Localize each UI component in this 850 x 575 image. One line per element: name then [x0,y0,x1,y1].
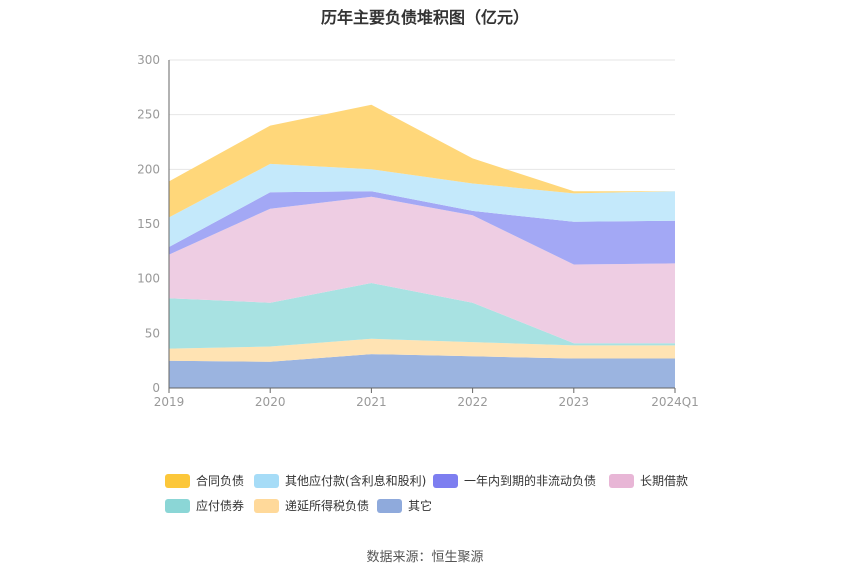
legend-label: 应付债券 [196,499,245,513]
x-tick-label: 2022 [457,395,488,409]
legend-swatch [165,473,190,488]
y-tick-label: 50 [145,326,160,340]
legend-item[interactable]: 其它 [377,497,432,514]
area-合同负债 [169,104,675,218]
x-tick-label: 2019 [154,395,185,409]
legend-label: 其它 [408,499,433,513]
area-一年内到期的非流动负债 [169,191,675,265]
legend-label: 长期借款 [640,474,689,488]
data-source: 数据来源：恒生聚源 [366,550,484,565]
legend-item[interactable]: 长期借款 [609,472,688,489]
y-tick-label: 100 [137,272,160,286]
legend-label: 递延所得税负债 [285,499,370,513]
area-其它 [169,354,675,388]
area-递延所得税负债 [169,338,675,362]
legend-label: 一年内到期的非流动负债 [464,474,597,488]
area-长期借款 [169,196,675,344]
x-tick-label: 2020 [255,395,286,409]
legend-label: 合同负债 [196,474,245,488]
legend-swatch [433,473,458,488]
legend-swatch [609,473,634,488]
x-tick-label: 2023 [559,395,590,409]
area-应付债券 [169,283,675,349]
x-tick-label: 2024Q1 [651,395,699,409]
y-tick-label: 0 [152,381,160,395]
series-areas [169,104,675,388]
area-其他应付款(含利息和股利) [169,163,675,247]
legend-swatch [254,473,279,488]
axes: 0 50 100 150 200 250 300 2019 2020 2021 2022 2023 20… [137,53,699,409]
legend-swatch [165,498,190,513]
legend-item[interactable]: 递延所得税负债 [254,497,369,514]
legend-label: 其他应付款(含利息和股利) [285,474,427,488]
legend-item[interactable]: 应付债券 [165,497,244,514]
legend-swatch [377,498,402,513]
y-tick-label: 200 [137,162,160,176]
legend-swatch [254,498,279,513]
y-tick-label: 250 [137,108,160,122]
legend-item[interactable]: 其他应付款(含利息和股利) [254,472,426,489]
chart-title: 历年主要负债堆积图（亿元） [320,8,529,27]
y-tick-label: 300 [137,53,160,67]
x-tick-label: 2021 [356,395,387,409]
y-tick-label: 150 [137,217,160,231]
legend-item[interactable]: 一年内到期的非流动负债 [433,472,596,489]
legend-item[interactable]: 合同负债 [165,472,244,489]
